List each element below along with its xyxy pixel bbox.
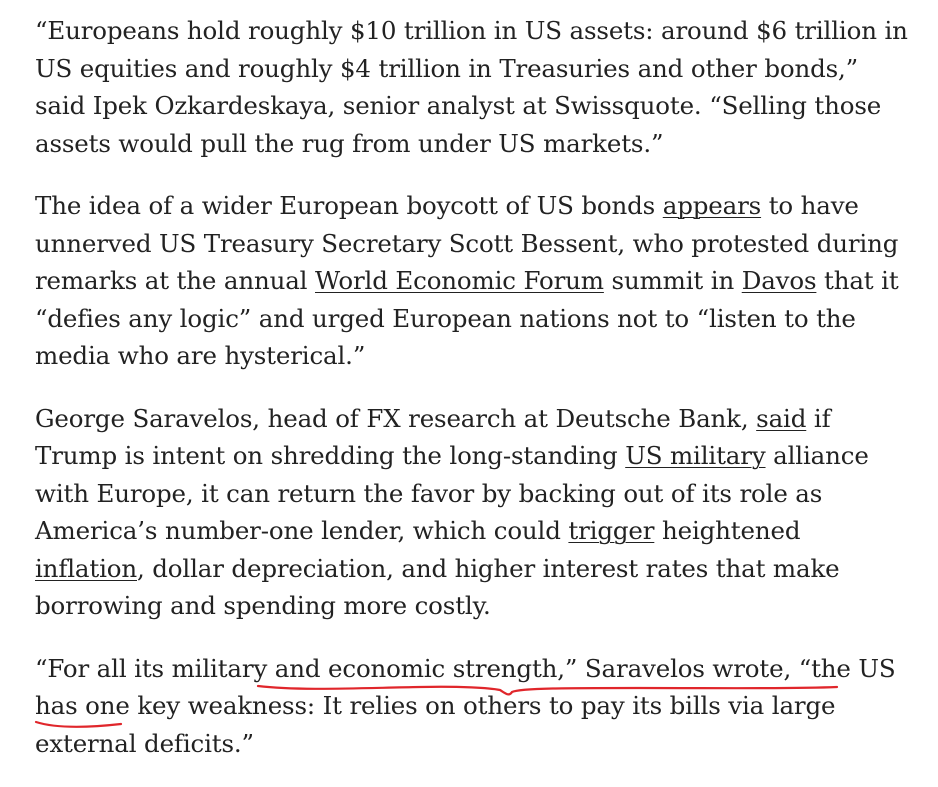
- paragraph-text: , dollar depreciation, and higher intere…: [35, 553, 840, 621]
- paragraph-text: George Saravelos, head of FX research at…: [35, 403, 757, 433]
- paragraph-text: “For all its military and economic stren…: [35, 653, 896, 758]
- link-said[interactable]: said: [756, 403, 807, 433]
- paragraph-quote-ozkardeskaya: “Europeans hold roughly $10 trillion in …: [35, 12, 915, 162]
- link-appears[interactable]: appears: [662, 191, 762, 220]
- paragraph-quote-saravelos: “For all its military and economic stren…: [35, 650, 915, 763]
- link-trigger[interactable]: trigger: [568, 516, 655, 545]
- article-body: “Europeans hold roughly $10 trillion in …: [35, 12, 915, 787]
- paragraph-bessent: The idea of a wider European boycott of …: [35, 187, 915, 375]
- link-us-military[interactable]: US military: [625, 441, 766, 470]
- paragraph-text: that it “defies any logic” and urged Eur…: [35, 266, 899, 370]
- paragraph-text: “Europeans hold roughly $10 trillion in …: [35, 16, 908, 158]
- link-inflation[interactable]: inflation: [35, 553, 137, 583]
- paragraph-text: alliance with Europe, it can return the …: [35, 441, 869, 545]
- link-world-economic-forum[interactable]: World Economic Forum: [315, 266, 604, 295]
- paragraph-text: summit in: [603, 266, 742, 295]
- link-davos[interactable]: Davos: [741, 266, 817, 295]
- paragraph-text: if Trump is intent on shredding the long…: [35, 403, 831, 471]
- paragraph-text: heightened: [654, 516, 801, 545]
- paragraph-text: The idea of a wider European boycott of …: [35, 191, 663, 220]
- paragraph-text: to have unnerved US Treasury Secretary S…: [35, 191, 899, 295]
- paragraph-saravelos: George Saravelos, head of FX research at…: [35, 400, 915, 625]
